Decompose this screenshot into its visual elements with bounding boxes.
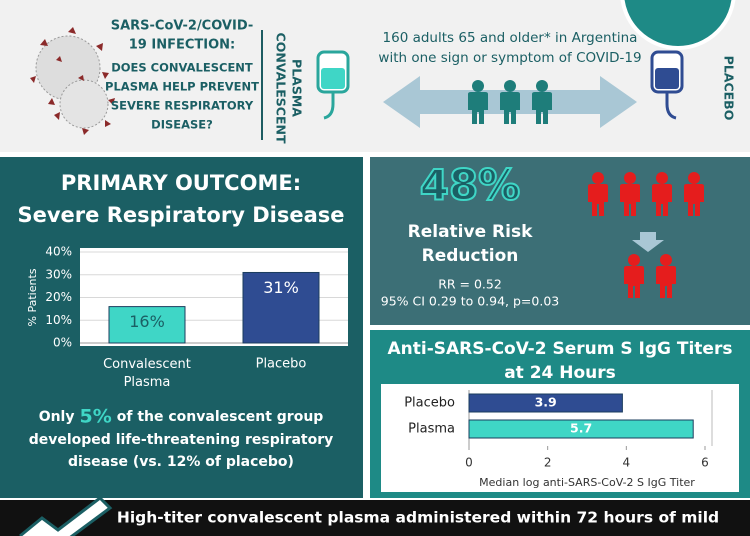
- risk-label: Relative Risk: [408, 222, 533, 242]
- badge: [620, 0, 736, 50]
- note-text: developed life-threatening respiratory: [29, 432, 334, 448]
- x-tick-label: Convalescent Plasma: [103, 357, 191, 390]
- footer-band: [0, 500, 750, 536]
- bar: [108, 306, 186, 344]
- x-tick-label: 4: [623, 456, 631, 470]
- question-text: SEVERE RESPIRATORY: [111, 99, 254, 113]
- bar-label: 3.9: [535, 395, 557, 410]
- question-text: PLASMA HELP PREVENT: [105, 80, 259, 94]
- bar: [468, 419, 694, 439]
- chart-title: Anti-SARS-CoV-2 Serum S IgG Titers: [388, 339, 733, 359]
- arm-label: PLACEBO: [722, 56, 737, 121]
- y-tick-label: Plasma: [408, 422, 455, 437]
- chart-title: PRIMARY OUTCOME:: [61, 171, 301, 195]
- header-band: [0, 0, 750, 152]
- y-tick-label: 0%: [53, 336, 72, 350]
- checkmark: [19, 496, 113, 536]
- iv-bag-placebo: [650, 50, 684, 120]
- y-tick-label: 40%: [45, 245, 72, 259]
- risk-label: Reduction: [422, 246, 519, 266]
- footer-text: High-titer convalescent plasma administe…: [117, 509, 719, 527]
- question-text: SARS-CoV-2/COVID-: [111, 19, 254, 34]
- risk-value: 48%: [420, 161, 521, 210]
- y-axis-label: % Patients: [26, 268, 39, 326]
- chart-title: at 24 Hours: [504, 363, 616, 383]
- y-tick-label: Placebo: [404, 396, 455, 411]
- bar-label: 16%: [129, 312, 165, 331]
- x-axis-label: Median log anti-SARS-CoV-2 S IgG Titer: [479, 476, 695, 489]
- question-text: DISEASE?: [151, 118, 213, 132]
- bar-label: 31%: [263, 278, 299, 297]
- arm-label: PLASMA: [290, 59, 305, 117]
- x-tick-label: 6: [701, 456, 709, 470]
- y-tick-label: 20%: [45, 290, 72, 304]
- bar-label: 5.7: [570, 421, 592, 436]
- x-tick-label: 0: [465, 456, 473, 470]
- bar: [468, 393, 623, 413]
- population-text: with one sign or symptom of COVID-19: [378, 50, 641, 66]
- y-tick-label: 30%: [45, 267, 72, 281]
- risk-rr: RR = 0.52: [438, 277, 502, 292]
- bar: [242, 271, 320, 344]
- x-tick-label: Placebo: [256, 357, 307, 372]
- note-text: disease (vs. 12% of placebo): [68, 454, 294, 470]
- population-text: 160 adults 65 and older* in Argentina: [383, 30, 638, 46]
- y-tick-label: 10%: [45, 313, 72, 327]
- iv-bag-plasma: [316, 50, 350, 120]
- note-text: Only: [39, 409, 75, 425]
- note-highlight: 5%: [79, 406, 111, 428]
- chart-title: Severe Respiratory Disease: [18, 203, 345, 227]
- arm-label: CONVALESCENT: [274, 33, 289, 144]
- risk-ci: 95% CI 0.29 to 0.94, p=0.03: [381, 294, 560, 309]
- note-text: of the convalescent group: [117, 409, 324, 425]
- x-tick-label: 2: [544, 456, 552, 470]
- virus-icon: [30, 27, 115, 135]
- down-arrow: [632, 232, 664, 252]
- question-text: 19 INFECTION:: [129, 38, 235, 53]
- question-text: DOES CONVALESCENT: [111, 61, 253, 75]
